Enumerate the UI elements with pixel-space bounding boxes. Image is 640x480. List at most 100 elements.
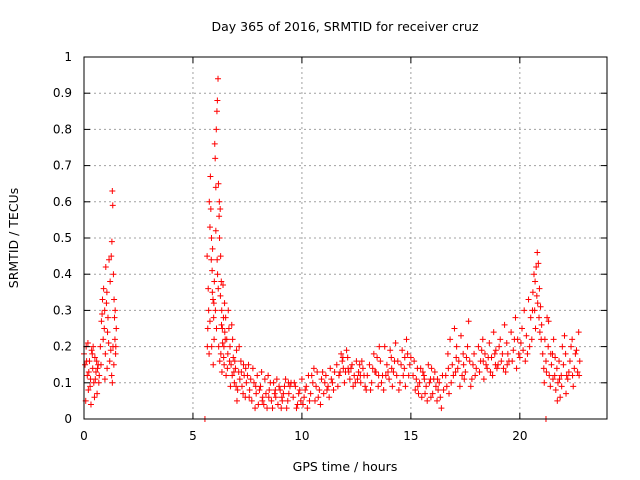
data-point xyxy=(371,368,378,375)
data-point xyxy=(254,372,261,379)
data-point xyxy=(274,401,281,408)
data-point xyxy=(462,368,469,375)
data-point xyxy=(110,271,117,278)
data-point xyxy=(422,390,429,397)
data-point xyxy=(354,376,361,383)
data-point xyxy=(295,390,302,397)
data-point xyxy=(382,372,389,379)
data-point xyxy=(553,365,560,372)
data-point xyxy=(265,372,272,379)
data-point xyxy=(551,372,558,379)
data-point xyxy=(107,347,114,354)
data-point xyxy=(530,271,537,278)
data-point xyxy=(350,383,357,390)
data-point xyxy=(554,379,561,386)
data-point xyxy=(426,379,433,386)
x-axis-title: GPS time / hours xyxy=(293,459,398,474)
data-point xyxy=(480,376,487,383)
data-point xyxy=(572,350,579,357)
x-tick-label: 0 xyxy=(80,429,88,443)
data-point xyxy=(250,379,257,386)
data-point xyxy=(109,379,116,386)
x-tick-labels: 0 5 10 15 20 xyxy=(80,429,527,443)
data-point xyxy=(570,383,577,390)
data-point xyxy=(109,202,116,209)
data-point xyxy=(388,365,395,372)
data-point xyxy=(400,372,407,379)
data-point xyxy=(448,379,455,386)
data-point xyxy=(489,372,496,379)
data-point xyxy=(538,321,545,328)
data-point xyxy=(242,365,249,372)
data-point xyxy=(429,390,436,397)
data-point xyxy=(463,354,470,361)
data-point xyxy=(102,263,109,270)
data-point xyxy=(101,307,108,314)
data-point xyxy=(290,394,297,401)
data-point xyxy=(442,372,449,379)
data-point xyxy=(449,361,456,368)
data-point xyxy=(216,358,223,365)
data-point xyxy=(269,405,276,412)
data-point xyxy=(244,372,251,379)
data-point xyxy=(465,318,472,325)
data-point xyxy=(512,314,519,321)
data-point xyxy=(503,339,510,346)
data-point xyxy=(573,347,580,354)
data-point xyxy=(209,245,216,252)
data-point xyxy=(460,350,467,357)
data-point xyxy=(383,361,390,368)
data-point xyxy=(329,379,336,386)
data-point xyxy=(105,339,112,346)
data-point xyxy=(311,397,318,404)
data-point xyxy=(212,307,219,314)
data-point xyxy=(377,358,384,365)
data-point xyxy=(459,372,466,379)
data-point xyxy=(304,405,311,412)
data-point xyxy=(104,329,111,336)
data-point xyxy=(214,97,221,104)
data-point xyxy=(217,350,224,357)
data-point xyxy=(574,368,581,375)
data-point xyxy=(99,311,106,318)
data-point xyxy=(431,368,438,375)
data-point xyxy=(418,394,425,401)
data-point xyxy=(515,350,522,357)
data-point xyxy=(562,350,569,357)
data-point xyxy=(112,350,119,357)
data-point xyxy=(483,361,490,368)
data-point xyxy=(280,390,287,397)
data-point xyxy=(548,361,555,368)
y-tick-label: 1 xyxy=(64,50,72,64)
data-point xyxy=(564,376,571,383)
data-point xyxy=(333,361,340,368)
data-point xyxy=(321,379,328,386)
data-point xyxy=(476,368,483,375)
data-point xyxy=(346,376,353,383)
data-point xyxy=(252,383,259,390)
data-point xyxy=(93,358,100,365)
data-point xyxy=(302,387,309,394)
data-point xyxy=(387,347,394,354)
data-point xyxy=(406,361,413,368)
data-point xyxy=(328,376,335,383)
data-point xyxy=(534,300,541,307)
x-tick-label: 15 xyxy=(403,429,418,443)
data-point xyxy=(466,358,473,365)
data-point xyxy=(258,368,265,375)
data-point xyxy=(110,361,117,368)
data-point xyxy=(207,173,214,180)
data-point xyxy=(368,379,375,386)
data-point xyxy=(330,387,337,394)
data-point xyxy=(233,347,240,354)
data-point xyxy=(94,365,101,372)
data-point xyxy=(388,354,395,361)
data-point xyxy=(266,387,273,394)
data-point xyxy=(285,390,292,397)
data-point xyxy=(109,187,116,194)
data-point xyxy=(224,365,231,372)
data-point xyxy=(303,383,310,390)
data-point xyxy=(437,394,444,401)
data-point xyxy=(278,405,285,412)
data-point xyxy=(204,325,211,332)
